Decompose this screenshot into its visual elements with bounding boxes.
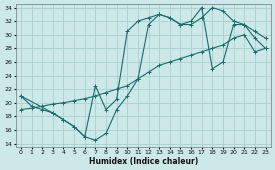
X-axis label: Humidex (Indice chaleur): Humidex (Indice chaleur): [89, 157, 198, 166]
